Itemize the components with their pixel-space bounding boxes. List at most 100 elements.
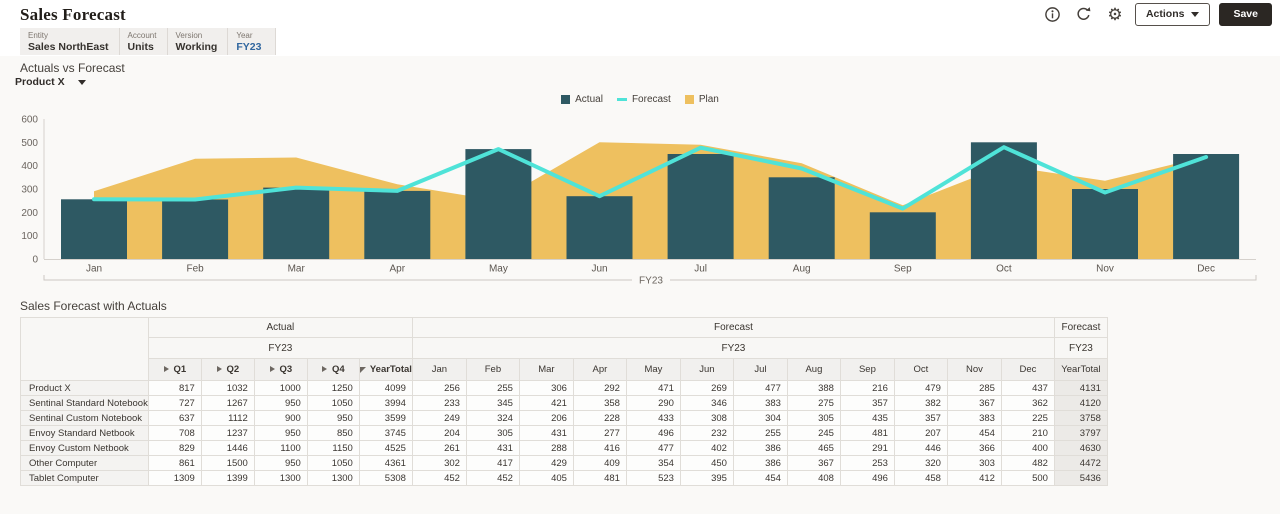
pov-segment-account[interactable]: Account Units <box>120 28 168 55</box>
grid-cell[interactable]: 437 <box>1000 380 1055 396</box>
row-header[interactable]: Sentinal Custom Notebook <box>20 410 149 426</box>
grid-cell[interactable]: 290 <box>625 395 681 411</box>
grid-cell[interactable]: 452 <box>465 470 520 486</box>
grid-cell[interactable]: 232 <box>679 425 734 441</box>
grid-cell[interactable]: 367 <box>946 395 1002 411</box>
grid-cell[interactable]: 303 <box>946 455 1002 471</box>
grid-cell[interactable]: 305 <box>786 410 841 426</box>
grid-cell[interactable]: 233 <box>411 395 467 411</box>
expand-icon[interactable] <box>163 366 169 372</box>
grid-cell[interactable]: 1050 <box>306 455 360 471</box>
grid-cell[interactable]: 255 <box>465 380 520 396</box>
grid-cell[interactable]: 255 <box>732 425 788 441</box>
column-year-header[interactable]: FY23 <box>147 337 413 359</box>
grid-cell[interactable]: 477 <box>625 440 681 456</box>
grid-cell[interactable]: 861 <box>147 455 202 471</box>
actual-bar-dec[interactable] <box>1173 154 1240 259</box>
grid-cell[interactable]: 253 <box>839 455 895 471</box>
settings-icon[interactable]: ⚙ <box>1104 3 1126 25</box>
grid-cell[interactable]: 4120 <box>1053 395 1108 411</box>
grid-cell[interactable]: 367 <box>786 455 841 471</box>
actual-bar-apr[interactable] <box>364 190 431 259</box>
grid-cell[interactable]: 829 <box>147 440 202 456</box>
grid-cell[interactable]: 416 <box>572 440 627 456</box>
grid-cell[interactable]: 4361 <box>358 455 413 471</box>
grid-cell[interactable]: 465 <box>786 440 841 456</box>
grid-cell[interactable]: 5308 <box>358 470 413 486</box>
actions-button[interactable]: Actions <box>1134 2 1211 26</box>
grid-cell[interactable]: 1150 <box>306 440 360 456</box>
row-header[interactable]: Product X <box>20 380 149 396</box>
grid-cell[interactable]: 382 <box>893 395 948 411</box>
grid-cell[interactable]: 354 <box>625 455 681 471</box>
grid-cell[interactable]: 345 <box>465 395 520 411</box>
grid-cell[interactable]: 500 <box>1000 470 1055 486</box>
chart-canvas[interactable]: 0 100 200 300 400 500 600 Jan Feb Mar Apr May Jun Jul… <box>0 108 1280 293</box>
grid-cell[interactable]: 1300 <box>306 470 360 486</box>
grid-cell[interactable]: 409 <box>572 455 627 471</box>
row-header[interactable]: Envoy Custom Netbook <box>20 440 149 456</box>
grid-cell[interactable]: 479 <box>893 380 948 396</box>
grid-cell[interactable]: 395 <box>679 470 734 486</box>
row-header[interactable]: Sentinal Standard Notebook <box>20 395 149 411</box>
grid-cell[interactable]: 4472 <box>1053 455 1108 471</box>
grid-cell[interactable]: 228 <box>572 410 627 426</box>
grid-cell[interactable]: 207 <box>893 425 948 441</box>
grid-cell[interactable]: 402 <box>679 440 734 456</box>
refresh-icon[interactable] <box>1073 3 1095 25</box>
actual-bar-jun[interactable] <box>566 196 633 259</box>
grid-cell[interactable]: 275 <box>786 395 841 411</box>
column-header-yeartotal[interactable]: YearTotal <box>1053 358 1108 381</box>
grid-cell[interactable]: 4131 <box>1053 380 1108 396</box>
column-header-aug[interactable]: Aug <box>786 358 841 381</box>
grid-cell[interactable]: 412 <box>946 470 1002 486</box>
grid-cell[interactable]: 523 <box>625 470 681 486</box>
grid-cell[interactable]: 446 <box>893 440 948 456</box>
info-icon[interactable] <box>1042 3 1064 25</box>
grid-cell[interactable]: 1500 <box>200 455 255 471</box>
grid-cell[interactable]: 261 <box>411 440 467 456</box>
grid-cell[interactable]: 400 <box>1000 440 1055 456</box>
grid-cell[interactable]: 362 <box>1000 395 1055 411</box>
grid-cell[interactable]: 1112 <box>200 410 255 426</box>
row-header[interactable]: Other Computer <box>20 455 149 471</box>
pov-segment-version[interactable]: Version Working <box>168 28 229 55</box>
grid-cell[interactable]: 277 <box>572 425 627 441</box>
column-header-q3[interactable]: Q3 <box>253 358 308 381</box>
grid-cell[interactable]: 454 <box>946 425 1002 441</box>
grid-cell[interactable]: 1050 <box>306 395 360 411</box>
grid-cell[interactable]: 1237 <box>200 425 255 441</box>
grid-cell[interactable]: 388 <box>786 380 841 396</box>
expand-icon[interactable] <box>269 366 275 372</box>
column-header-oct[interactable]: Oct <box>893 358 948 381</box>
grid-cell[interactable]: 900 <box>253 410 308 426</box>
grid-cell[interactable]: 358 <box>572 395 627 411</box>
column-header-yeartotal[interactable]: YearTotal <box>358 358 413 381</box>
grid-cell[interactable]: 4525 <box>358 440 413 456</box>
grid-cell[interactable]: 285 <box>946 380 1002 396</box>
actual-bar-jan[interactable] <box>61 199 127 259</box>
grid-cell[interactable]: 256 <box>411 380 467 396</box>
save-button[interactable]: Save <box>1219 2 1272 26</box>
grid-cell[interactable]: 417 <box>465 455 520 471</box>
grid-cell[interactable]: 357 <box>893 410 948 426</box>
actual-bar-jul[interactable] <box>667 154 734 259</box>
pov-segment-year[interactable]: Year FY23 <box>228 28 277 55</box>
column-header-q1[interactable]: Q1 <box>147 358 202 381</box>
grid-cell[interactable]: 216 <box>839 380 895 396</box>
column-year-header[interactable]: FY23 <box>1053 337 1108 359</box>
grid-cell[interactable]: 3797 <box>1053 425 1108 441</box>
grid-cell[interactable]: 304 <box>732 410 788 426</box>
row-header[interactable]: Tablet Computer <box>20 470 149 486</box>
grid-cell[interactable]: 306 <box>518 380 574 396</box>
grid-cell[interactable]: 433 <box>625 410 681 426</box>
grid-cell[interactable]: 383 <box>732 395 788 411</box>
grid-cell[interactable]: 4099 <box>358 380 413 396</box>
column-header-nov[interactable]: Nov <box>946 358 1002 381</box>
actual-bar-aug[interactable] <box>768 177 835 259</box>
product-selector[interactable]: Product X <box>15 76 86 88</box>
grid-cell[interactable]: 249 <box>411 410 467 426</box>
legend-item-forecast[interactable]: Forecast <box>616 94 671 105</box>
grid-cell[interactable]: 386 <box>732 455 788 471</box>
grid-cell[interactable]: 482 <box>1000 455 1055 471</box>
